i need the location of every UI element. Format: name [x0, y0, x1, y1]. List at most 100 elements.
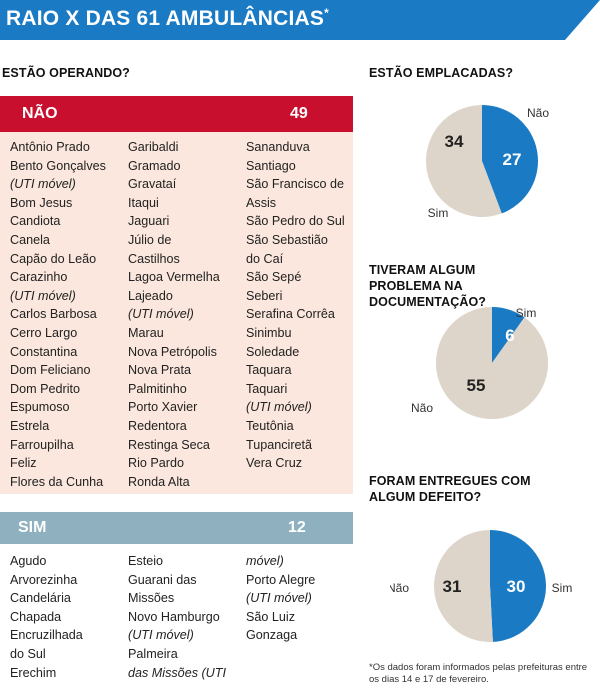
city-name: Encruzilhada [10, 628, 83, 643]
city-name: Sinimbu [246, 325, 292, 340]
city-name: Constantina [10, 344, 78, 359]
city-name: Marau [128, 325, 164, 340]
city-name: Itaqui [128, 195, 159, 210]
city-name: Bento Gonçalves [10, 158, 106, 173]
city-name: Arvorezinha [10, 572, 78, 587]
header-banner [0, 0, 600, 40]
city-name: Restinga Seca [128, 437, 210, 452]
city-name: Santiago [246, 158, 296, 173]
page-title: RAIO X DAS 61 AMBULÂNCIAS* [6, 6, 329, 30]
city-name: Castilhos [128, 251, 180, 266]
pie-slice-não [436, 307, 548, 419]
city-name: Canela [10, 232, 50, 247]
city-name: Júlio de [128, 232, 172, 247]
sim-label: SIM [18, 519, 47, 536]
city-name: Jaguari [128, 214, 170, 229]
pie-value-label: 6 [505, 326, 514, 345]
pie-category-label: Sim [428, 206, 449, 220]
pie-chart-defeito: 30 Sim 31 Não [390, 530, 573, 642]
city-name: Candiota [10, 214, 61, 229]
city-name: São Sebastião [246, 232, 328, 247]
pie-category-label: Não [390, 581, 409, 595]
city-name: Capão do Leão [10, 251, 97, 266]
footnote: *Os dados foram informados pelas prefeit… [369, 662, 588, 685]
sim-count: 12 [288, 519, 306, 536]
city-name: Guarani das [128, 572, 197, 587]
city-name: São Sepé [246, 270, 302, 285]
city-name: Gramado [128, 158, 181, 173]
city-name: São Luiz [246, 609, 296, 624]
city-name: Lajeado [128, 288, 173, 303]
city-name: Taquara [246, 363, 292, 378]
city-name: Tupanciretã [246, 437, 313, 452]
city-name: Gravataí [128, 177, 177, 192]
city-name: Garibaldi [128, 140, 179, 154]
city-name: Palmitinho [128, 381, 187, 396]
pie-category-label: Não [527, 106, 549, 120]
city-name: Lagoa Vermelha [128, 270, 220, 285]
city-name: Porto Xavier [128, 400, 198, 415]
city-name: Novo Hamburgo [128, 609, 220, 624]
pie-chart-emplacadas: 27 Não 34 Sim [426, 105, 549, 220]
pie1-title: ESTÃO EMPLACADAS? [369, 66, 514, 80]
nao-header-bar: NÃO 49 [0, 96, 353, 132]
city-name: Carlos Barbosa [10, 307, 97, 322]
pie-category-label: Não [411, 401, 433, 415]
pie-value-label: 27 [503, 150, 522, 169]
city-name: (UTI móvel) [246, 591, 312, 606]
city-name: Soledade [246, 344, 300, 359]
city-name: São Francisco de [246, 177, 345, 192]
city-name: Teutônia [246, 418, 294, 433]
city-name: Antônio Prado [10, 140, 90, 154]
nao-count: 49 [290, 105, 308, 122]
pie-value-label: 30 [507, 577, 526, 596]
operating-question: ESTÃO OPERANDO? [2, 66, 130, 80]
city-name: (UTI móvel) [246, 400, 312, 415]
city-name: Missões [128, 591, 175, 606]
city-name: Nova Petrópolis [128, 344, 217, 359]
city-name: Agudo [10, 554, 47, 568]
city-name: (UTI móvel) [10, 288, 76, 303]
city-name: (UTI móvel) [128, 628, 194, 643]
city-name: Dom Pedrito [10, 381, 80, 396]
nao-column-2: Garibaldi Gramado Gravataí Itaqui Jaguari Júl… [128, 138, 220, 491]
nao-column-1: Antônio Prado Bento Gonçalves (UTI móvel) B… [10, 138, 106, 491]
sim-column-1: Agudo Arvorezinha Candelária Chapada Encruzi… [10, 552, 83, 682]
city-name: Espumoso [10, 400, 70, 415]
city-name: Serafina Corrêa [246, 307, 335, 322]
sim-header-bar: SIM 12 [0, 512, 353, 544]
city-name: Seberi [246, 288, 283, 303]
city-name: Porto Alegre [246, 572, 316, 587]
city-name: Esteio [128, 554, 164, 568]
city-name: Nova Prata [128, 363, 191, 378]
pie-category-label: Sim [516, 306, 537, 320]
city-name: Gonzaga [246, 628, 298, 643]
city-name: Ronda Alta [128, 474, 190, 489]
city-name: das Missões (UTI [128, 665, 226, 680]
pie-slice-sim [490, 530, 546, 642]
city-name: Carazinho [10, 270, 68, 285]
city-name: Farroupilha [10, 437, 74, 452]
pie-slice-não [482, 105, 538, 214]
city-name: Palmeira [128, 646, 178, 661]
city-name: Chapada [10, 609, 62, 624]
pie2-title: TIVERAM ALGUM PROBLEMA NA DOCUMENTAÇÃO? [369, 263, 487, 309]
sim-column-2: Esteio Guarani das Missões Novo Hamburgo (UT… [128, 552, 226, 682]
city-name: do Sul [10, 646, 46, 661]
city-name: Sananduva [246, 140, 310, 154]
city-name: móvel) [246, 554, 284, 568]
city-name: Taquari [246, 381, 288, 396]
pie-value-label: 34 [445, 132, 464, 151]
nao-city-list: Antônio Prado Bento Gonçalves (UTI móvel) B… [0, 132, 353, 494]
city-name: Cerro Largo [10, 325, 78, 340]
city-name: Assis [246, 195, 277, 210]
city-name: Dom Feliciano [10, 363, 91, 378]
city-name: Rio Pardo [128, 456, 185, 471]
pie-slice-sim [492, 307, 525, 363]
city-name: Vera Cruz [246, 456, 302, 471]
pie-category-label: Sim [552, 581, 573, 595]
pie-value-label: 31 [443, 577, 462, 596]
city-name: Flores da Cunha [10, 474, 104, 489]
city-name: (UTI móvel) [10, 177, 76, 192]
city-name: Redentora [128, 418, 187, 433]
